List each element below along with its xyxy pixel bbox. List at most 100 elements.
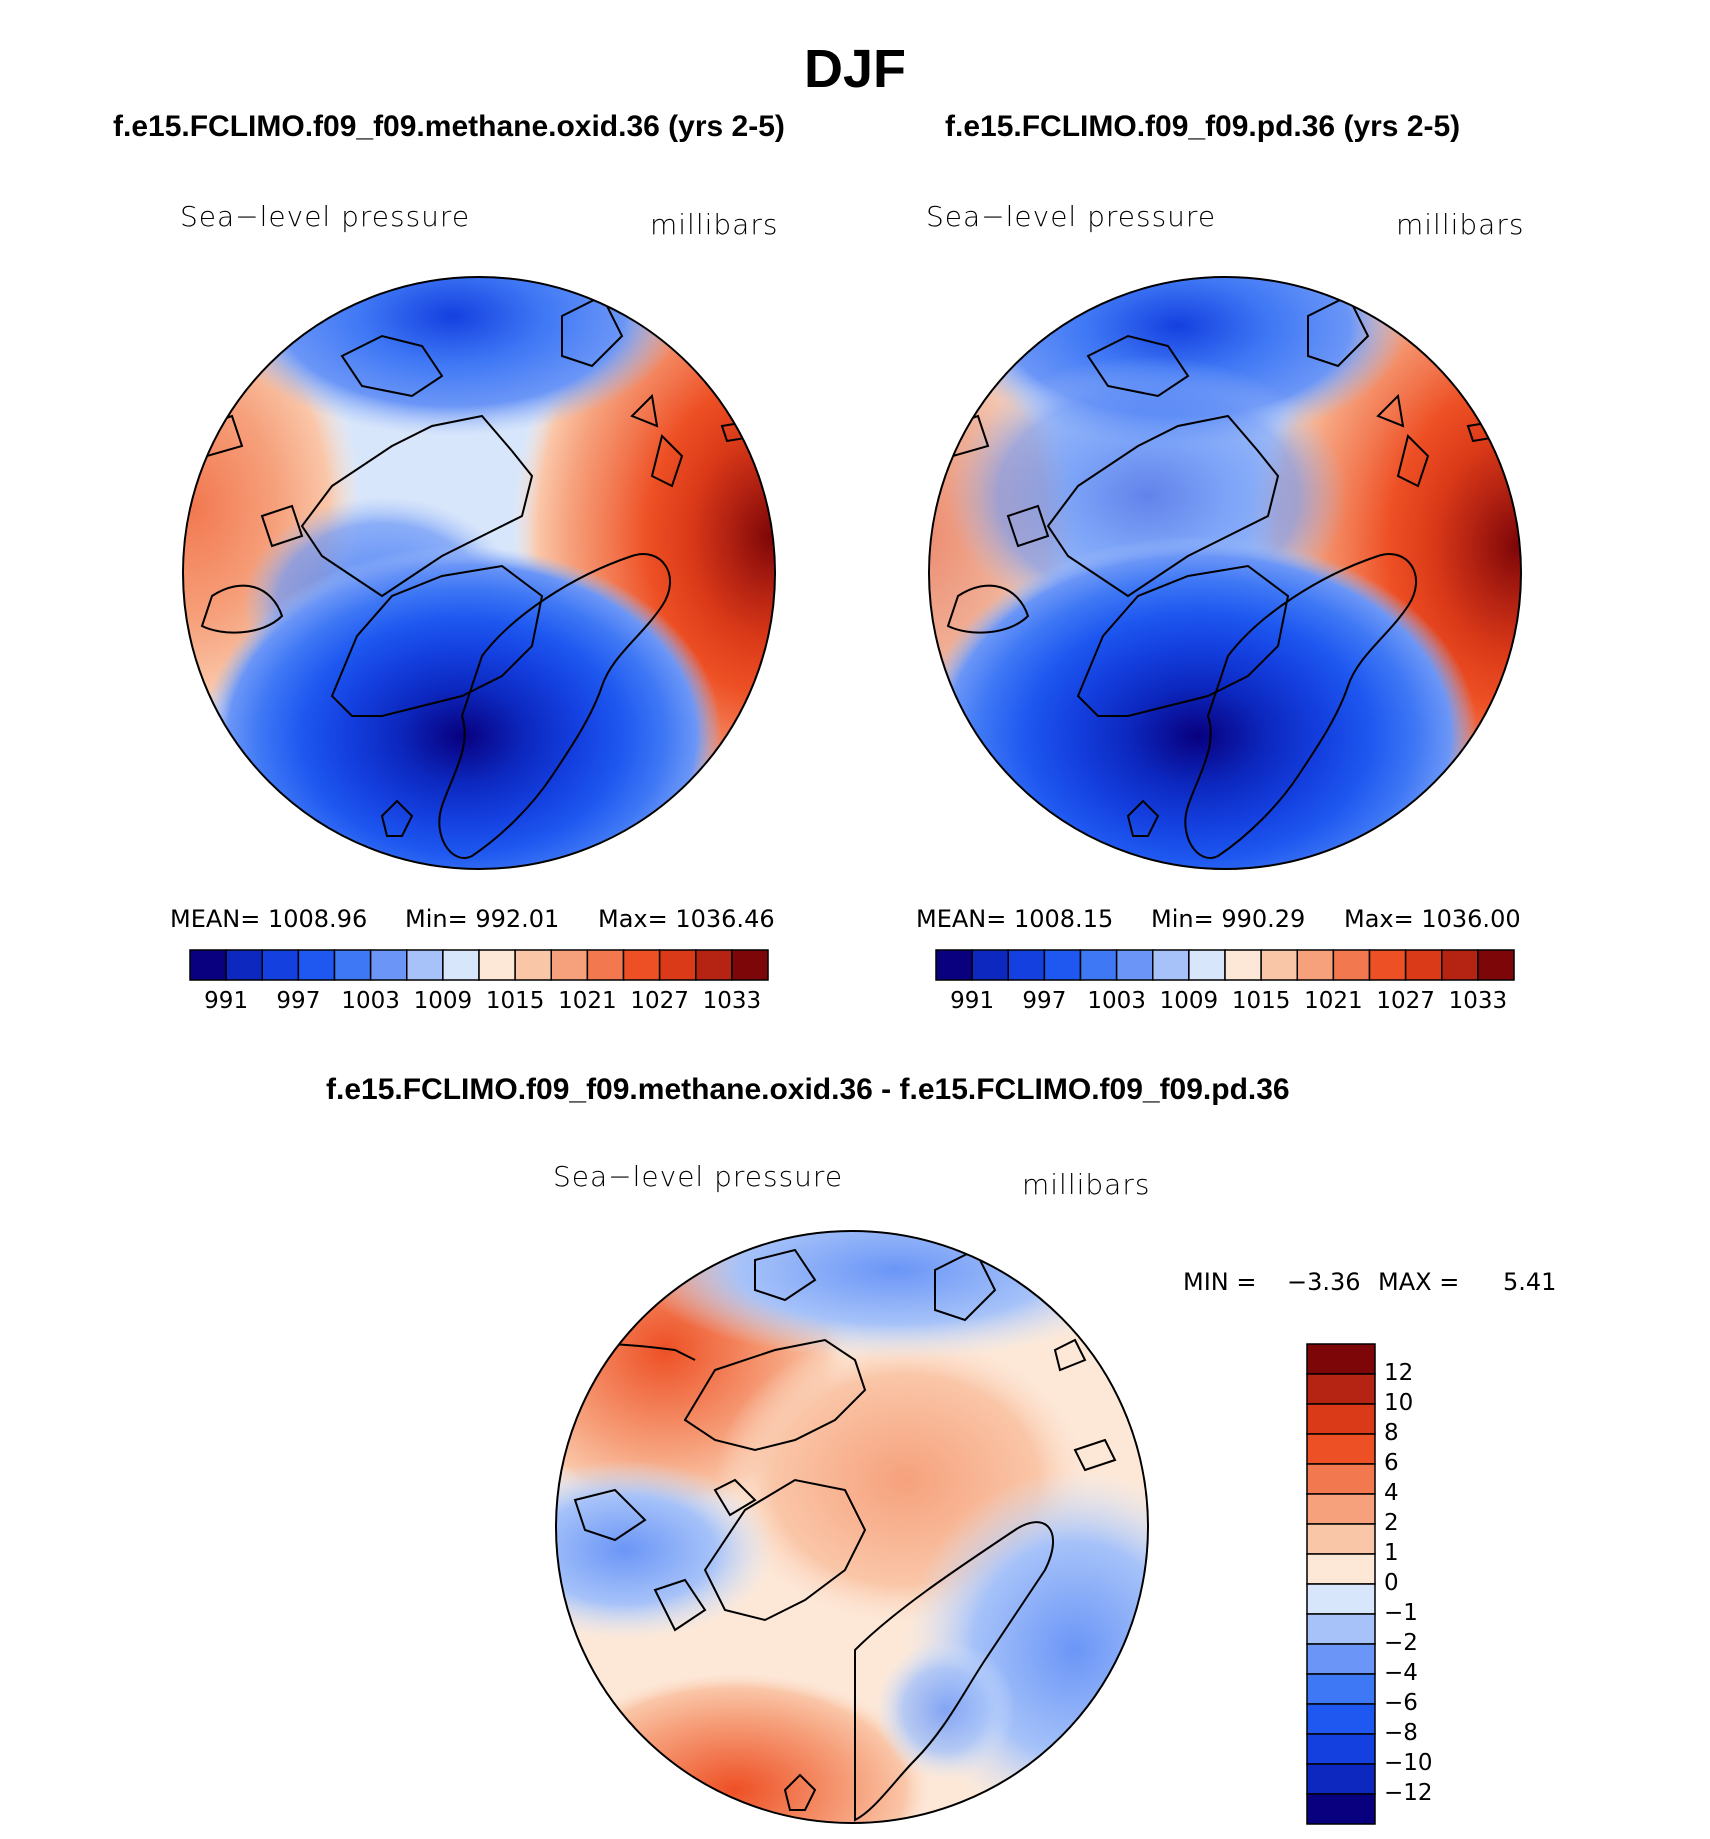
colorbar-tick-label: 2 <box>1384 1510 1399 1536</box>
left-polar-map <box>182 276 776 870</box>
diff-units-label: millibars <box>1022 1168 1151 1201</box>
left-units-label: millibars <box>650 208 779 241</box>
colorbar-swatch <box>1224 949 1262 981</box>
colorbar-swatch <box>1306 1403 1376 1435</box>
colorbar-tick-label: 1009 <box>413 988 473 1014</box>
left-stat-max: Max= 1036.46 <box>598 905 775 933</box>
colorbar-tick-label: 8 <box>1384 1420 1399 1446</box>
left-colorbar-ticks: 991 997 1003 1009 1015 1021 1027 1033 <box>190 988 768 1018</box>
colorbar-tick-label: 997 <box>1022 988 1067 1014</box>
colorbar-tick-label: 10 <box>1384 1390 1414 1416</box>
colorbar-swatch <box>1306 1643 1376 1675</box>
right-stat-mean: MEAN= 1008.15 <box>916 905 1114 933</box>
colorbar-tick-label: 1027 <box>630 988 689 1014</box>
colorbar-swatch <box>1188 949 1226 981</box>
colorbar-swatch <box>1441 949 1479 981</box>
colorbar-tick-label: −4 <box>1384 1660 1418 1686</box>
colorbar-tick-label: 1015 <box>485 988 545 1014</box>
diff-polar-map <box>555 1230 1149 1824</box>
left-stat-min: Min= 992.01 <box>405 905 560 933</box>
colorbar-swatch <box>189 949 227 981</box>
colorbar-tick-label: 4 <box>1384 1480 1399 1506</box>
right-variable-label: Sea−level pressure <box>926 200 1217 233</box>
colorbar-swatch <box>333 949 372 981</box>
colorbar-tick-label: 1033 <box>1448 988 1508 1014</box>
diff-negative-europe <box>875 1640 1015 1780</box>
colorbar-swatch <box>1306 1763 1376 1795</box>
diff-coastlines <box>556 1248 1117 1822</box>
colorbar-swatch <box>1404 949 1443 981</box>
colorbar-tick-label: −1 <box>1384 1600 1418 1626</box>
diff-negative-west <box>556 1460 775 1640</box>
colorbar-tick-label: −10 <box>1384 1750 1433 1776</box>
diff-stat-min-label: MIN = <box>1183 1268 1257 1296</box>
colorbar-tick-label: 1015 <box>1231 988 1291 1014</box>
colorbar-swatch <box>1306 1433 1376 1465</box>
colorbar-swatch <box>1306 1613 1376 1645</box>
colorbar-swatch <box>1306 1703 1376 1735</box>
colorbar-swatch <box>1306 1793 1376 1825</box>
colorbar-swatch <box>1007 949 1046 981</box>
colorbar-swatch <box>1477 949 1515 981</box>
colorbar-swatch <box>297 949 336 981</box>
colorbar-swatch <box>935 949 973 981</box>
colorbar-swatch <box>478 949 516 981</box>
right-icelandic-low <box>929 536 1478 869</box>
colorbar-swatch <box>1368 949 1407 981</box>
diff-variable-label: Sea−level pressure <box>553 1160 844 1193</box>
colorbar-tick-label: −8 <box>1384 1720 1418 1746</box>
left-variable-label: Sea−level pressure <box>180 200 471 233</box>
colorbar-tick-label: −6 <box>1384 1690 1418 1716</box>
colorbar-swatch <box>1306 1463 1376 1495</box>
colorbar-tick-label: 1021 <box>1304 988 1363 1014</box>
colorbar-tick-label: 1009 <box>1159 988 1219 1014</box>
colorbar-swatch <box>1306 1583 1376 1615</box>
right-colorbar <box>935 949 1515 981</box>
colorbar-swatch <box>971 949 1010 981</box>
colorbar-swatch <box>1152 949 1190 981</box>
left-colorbar <box>189 949 769 981</box>
colorbar-swatch <box>406 949 444 981</box>
colorbar-swatch <box>550 949 589 981</box>
colorbar-swatch <box>369 949 408 981</box>
colorbar-swatch <box>514 949 553 981</box>
colorbar-tick-label: 1003 <box>1087 988 1146 1014</box>
colorbar-swatch <box>1306 1493 1376 1525</box>
diff-colorbar <box>1306 1343 1376 1825</box>
colorbar-tick-label: −2 <box>1384 1630 1418 1656</box>
colorbar-swatch <box>1296 949 1335 981</box>
colorbar-swatch <box>695 949 733 981</box>
colorbar-tick-label: 1027 <box>1376 988 1435 1014</box>
diff-stat-max: 5.41 <box>1503 1268 1557 1296</box>
colorbar-tick-label: 6 <box>1384 1450 1399 1476</box>
diff-panel-title: f.e15.FCLIMO.f09_f09.methane.oxid.36 - f… <box>326 1073 1290 1106</box>
colorbar-tick-label: 991 <box>204 988 249 1014</box>
colorbar-tick-label: 0 <box>1384 1570 1399 1596</box>
colorbar-swatch <box>225 949 264 981</box>
diff-stat-min: −3.36 <box>1287 1268 1361 1296</box>
left-panel-title: f.e15.FCLIMO.f09_f09.methane.oxid.36 (yr… <box>113 110 785 143</box>
colorbar-tick-label: 12 <box>1384 1360 1414 1386</box>
colorbar-swatch <box>586 949 625 981</box>
colorbar-swatch <box>1306 1733 1376 1765</box>
colorbar-swatch <box>442 949 480 981</box>
colorbar-swatch <box>1079 949 1118 981</box>
colorbar-swatch <box>622 949 661 981</box>
colorbar-tick-label: 1021 <box>558 988 617 1014</box>
left-coastlines <box>200 294 759 859</box>
colorbar-swatch <box>1306 1553 1376 1585</box>
colorbar-swatch <box>261 949 300 981</box>
colorbar-swatch <box>658 949 697 981</box>
right-stat-min: Min= 990.29 <box>1151 905 1306 933</box>
colorbar-tick-label: −12 <box>1384 1780 1433 1806</box>
left-low-pressure-north <box>222 277 682 436</box>
colorbar-swatch <box>1306 1673 1376 1705</box>
left-stat-mean: MEAN= 1008.96 <box>170 905 368 933</box>
right-polar-map <box>928 276 1522 870</box>
colorbar-tick-label: 1003 <box>341 988 400 1014</box>
colorbar-tick-label: 991 <box>950 988 995 1014</box>
right-stat-max: Max= 1036.00 <box>1344 905 1521 933</box>
right-units-label: millibars <box>1396 208 1525 241</box>
colorbar-tick-label: 1 <box>1384 1540 1399 1566</box>
colorbar-swatch <box>1043 949 1082 981</box>
